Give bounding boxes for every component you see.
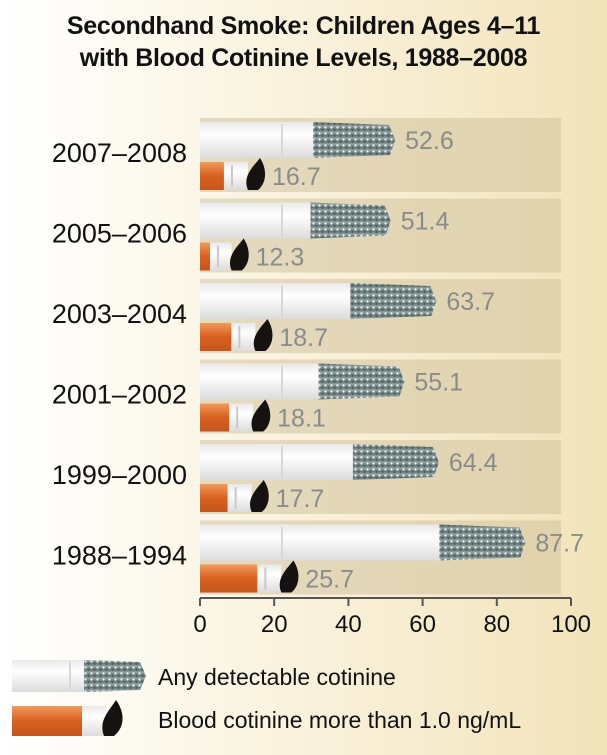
category-label: 2001–2002 xyxy=(52,380,187,410)
x-tick-label: 40 xyxy=(335,611,362,638)
bar-ash xyxy=(350,283,437,319)
value-label-above-threshold: 16.7 xyxy=(272,163,321,191)
bar-above-threshold xyxy=(200,238,249,271)
bar-any-detectable xyxy=(200,283,437,319)
bar-paper xyxy=(200,283,351,319)
bar-any-detectable xyxy=(200,363,405,400)
value-label-any-detectable: 52.6 xyxy=(405,127,454,155)
bar-ember xyxy=(229,238,249,271)
bar-any-detectable xyxy=(200,122,396,158)
bar-ember xyxy=(250,480,269,512)
bar-ash xyxy=(313,122,396,158)
bar-filter xyxy=(200,484,228,512)
bar-above-threshold xyxy=(200,319,273,351)
bar-ash xyxy=(318,363,405,400)
bar-above-threshold xyxy=(200,158,266,190)
bar-ember xyxy=(279,560,299,593)
x-tick-label: 80 xyxy=(483,611,510,638)
bar-filter xyxy=(200,564,258,593)
value-label-above-threshold: 12.3 xyxy=(256,244,305,272)
bar-any-detectable xyxy=(200,524,526,561)
bar-any-detectable xyxy=(200,202,391,239)
x-tick-label: 20 xyxy=(261,611,288,638)
bar-paper xyxy=(200,202,311,239)
bar-ash xyxy=(310,202,391,239)
bar-paper xyxy=(231,323,256,351)
bar-ember xyxy=(251,399,271,432)
value-label-any-detectable: 55.1 xyxy=(414,369,463,397)
bar-paper xyxy=(200,363,319,400)
category-label: 2005–2006 xyxy=(52,219,187,249)
bar-filter xyxy=(200,403,230,432)
chart-title-line-1: Secondhand Smoke: Children Ages 4–11 xyxy=(66,12,541,40)
x-tick-label: 60 xyxy=(409,611,436,638)
legend-swatches xyxy=(12,660,146,736)
bar-ember xyxy=(246,158,266,190)
value-label-any-detectable: 87.7 xyxy=(535,530,584,558)
category-label: 2003–2004 xyxy=(52,299,187,329)
legend-swatch-paper-short xyxy=(82,706,106,736)
legend-swatch-ash xyxy=(84,660,146,692)
value-label-above-threshold: 17.7 xyxy=(276,485,325,513)
bar-paper xyxy=(257,564,282,593)
value-label-any-detectable: 64.4 xyxy=(449,449,498,477)
bar-above-threshold xyxy=(200,399,271,432)
category-label: 1988–1994 xyxy=(52,541,187,571)
bar-paper xyxy=(210,242,232,271)
category-label: 1999–2000 xyxy=(52,460,187,490)
category-label: 2007–2008 xyxy=(52,138,187,168)
bar-any-detectable xyxy=(200,444,439,480)
value-label-above-threshold: 25.7 xyxy=(305,566,354,594)
bar-paper xyxy=(200,444,353,480)
value-label-any-detectable: 51.4 xyxy=(401,208,450,236)
bar-above-threshold xyxy=(200,480,269,512)
bar-paper xyxy=(229,403,254,432)
bar-filter xyxy=(200,162,224,190)
value-label-above-threshold: 18.7 xyxy=(279,324,328,352)
bar-paper xyxy=(200,524,440,561)
bar-ash xyxy=(439,524,526,561)
bar-paper xyxy=(227,484,252,512)
bar-above-threshold xyxy=(200,560,299,593)
x-tick-label: 0 xyxy=(193,611,206,638)
legend-swatch-filter xyxy=(12,706,82,736)
value-label-any-detectable: 63.7 xyxy=(446,288,495,316)
bar-filter xyxy=(200,323,232,351)
chart-title: Secondhand Smoke: Children Ages 4–11 wit… xyxy=(0,10,607,74)
x-tick-label: 100 xyxy=(551,611,591,638)
chart-title-line-2: with Blood Cotinine Levels, 1988–2008 xyxy=(79,44,528,72)
bar-paper xyxy=(200,122,314,158)
bar-ember xyxy=(253,319,273,351)
bar-ash xyxy=(352,444,439,480)
bar-paper xyxy=(223,162,248,190)
value-label-above-threshold: 18.1 xyxy=(277,405,326,433)
bar-filter xyxy=(200,242,210,271)
legend-swatch-ember xyxy=(102,700,123,736)
